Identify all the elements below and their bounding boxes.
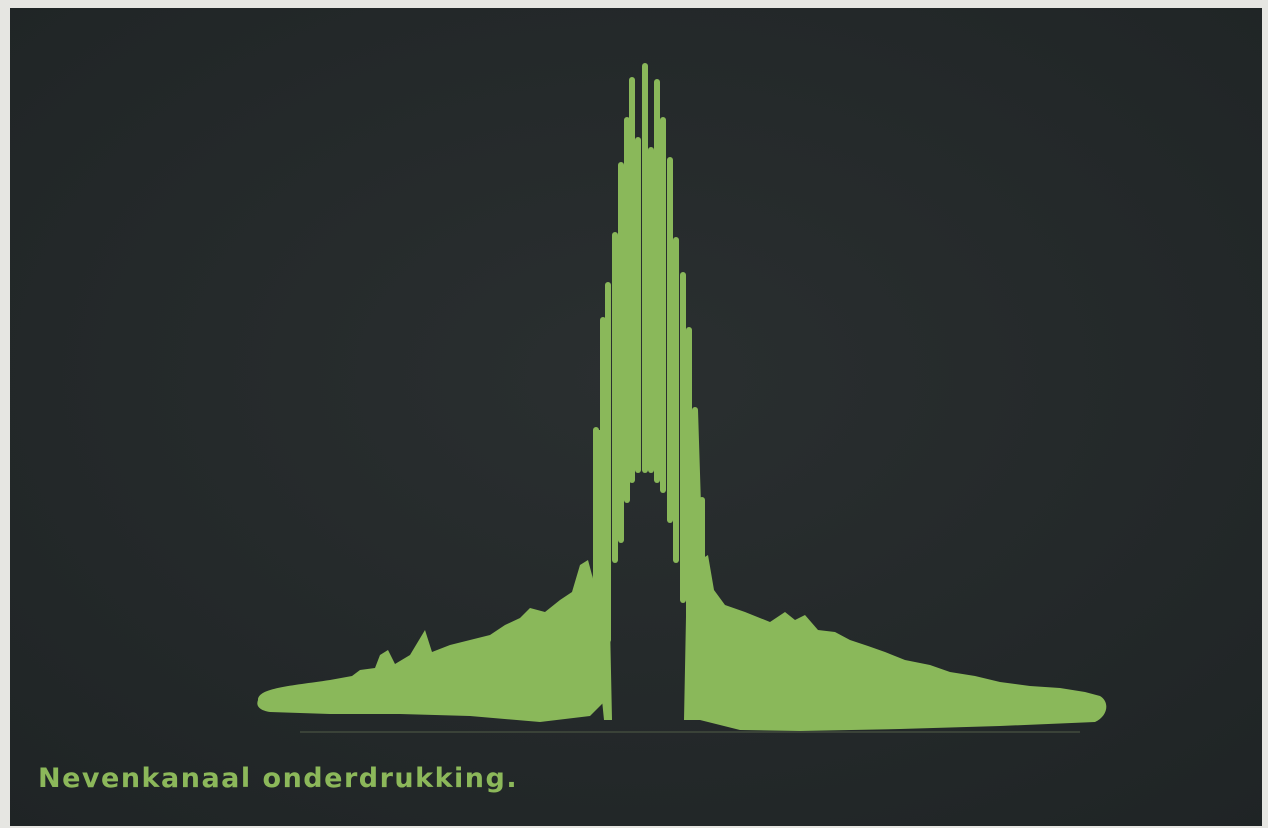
caption: Nevenkanaal onderdrukking. <box>38 763 518 794</box>
page: Nevenkanaal onderdrukking. (() => { cons… <box>0 0 1268 828</box>
photo: Nevenkanaal onderdrukking. <box>0 0 1268 828</box>
